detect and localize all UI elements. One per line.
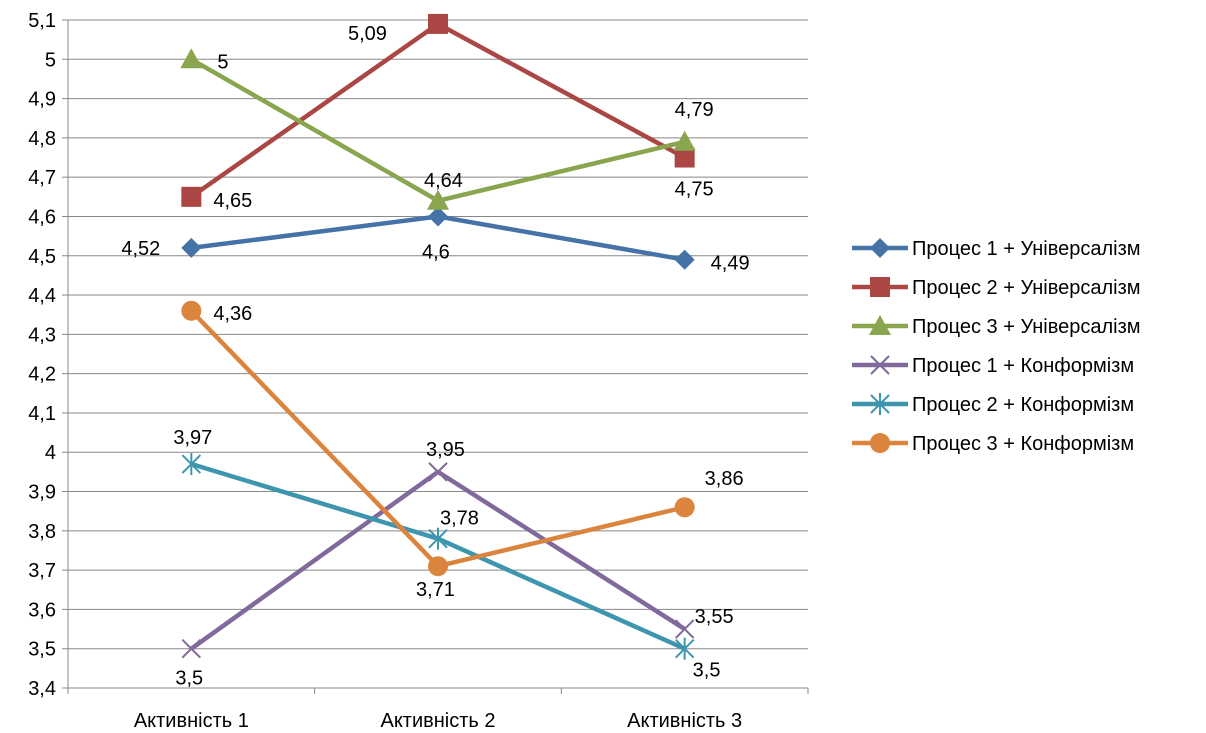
y-tick-label: 3,4 — [28, 678, 56, 700]
y-tick-label: 5 — [45, 49, 56, 71]
legend-marker — [870, 393, 890, 415]
y-tick-label: 3,6 — [28, 599, 56, 621]
data-label: 4,36 — [213, 303, 252, 325]
data-point-marker — [181, 300, 202, 321]
data-label: 3,5 — [175, 668, 203, 690]
legend-marker — [870, 433, 890, 453]
data-point-marker — [181, 638, 202, 659]
data-point-marker — [428, 556, 448, 577]
legend-label: Процес 3 + Універсалізм — [912, 316, 1141, 338]
y-tick-label: 4,9 — [28, 89, 56, 111]
legend-label: Процес 1 + Конформізм — [912, 355, 1134, 377]
y-tick-label: 3,7 — [28, 560, 56, 582]
legend-label: Процес 3 + Конформізм — [912, 433, 1134, 455]
data-label: 3,86 — [705, 468, 744, 490]
data-point-marker — [428, 206, 448, 227]
data-point-marker — [427, 189, 449, 210]
legend-marker — [870, 355, 890, 375]
data-point-marker — [674, 637, 695, 660]
data-point-marker — [181, 237, 202, 258]
legend: Процес 1 + Універсалізм Процес 2 + Універ… — [852, 238, 1141, 455]
data-labels: 4,52 4,6 4,49 4,65 5,09 4,75 5 4,64 4,79 3,5 3,95 3… — [121, 23, 749, 690]
data-label: 4,65 — [213, 190, 252, 212]
x-tick-label: Активність 2 — [380, 710, 495, 732]
data-point-marker — [428, 527, 448, 550]
data-label: 4,6 — [422, 241, 450, 263]
data-point-marker — [674, 497, 695, 518]
marker-stroke — [674, 619, 695, 639]
y-tick-label: 4,6 — [28, 206, 56, 228]
data-label: 3,55 — [695, 606, 734, 628]
data-point-marker — [674, 249, 695, 270]
legend-label: Процес 1 + Універсалізм — [912, 238, 1141, 260]
y-tick-label: 3,5 — [28, 639, 56, 661]
data-point-marker — [674, 619, 695, 639]
data-label: 3,71 — [416, 579, 455, 601]
x-tick-label: Активність 1 — [134, 710, 249, 732]
y-tick-label: 4,2 — [28, 364, 56, 386]
y-tick-label: 5,1 — [28, 10, 56, 32]
axes: 3,4 3,5 3,6 3,7 3,8 3,9 4 4,1 4,2 4,3 4,4 4,5 4,6 4,7… — [28, 10, 809, 732]
data-point-marker — [181, 186, 202, 207]
data-label: 4,79 — [675, 99, 714, 121]
marker-stroke — [181, 638, 202, 659]
y-tick-label: 3,9 — [28, 482, 56, 504]
series-lines — [180, 13, 696, 660]
data-label: 4,52 — [121, 238, 160, 260]
data-label: 3,78 — [440, 508, 479, 530]
y-tick-label: 4,4 — [28, 285, 56, 307]
y-tick-label: 4,5 — [28, 246, 56, 268]
data-label: 3,97 — [173, 427, 212, 449]
x-tick-label: Активність 3 — [627, 710, 742, 732]
data-label: 3,5 — [693, 660, 721, 682]
y-tick-label: 3,8 — [28, 521, 56, 543]
data-label: 5,09 — [348, 23, 387, 45]
legend-marker — [869, 315, 891, 335]
legend-label: Процес 2 + Конформізм — [912, 394, 1134, 416]
data-label: 4,64 — [424, 170, 463, 192]
marker-stroke — [428, 462, 448, 482]
y-tick-label: 4,8 — [28, 128, 56, 150]
marker-stroke — [870, 355, 890, 375]
legend-marker — [870, 277, 890, 297]
data-point-marker — [673, 130, 696, 151]
y-tick-label: 4 — [45, 442, 56, 464]
y-tick-label: 4,7 — [28, 167, 56, 189]
data-label: 5 — [217, 51, 228, 73]
y-tick-label: 4,3 — [28, 324, 56, 346]
y-tick-label: 4,1 — [28, 403, 56, 425]
data-point-marker — [674, 147, 695, 168]
data-label: 4,49 — [711, 253, 750, 275]
data-point-marker — [428, 13, 448, 34]
data-point-marker — [181, 453, 202, 476]
data-label: 4,75 — [675, 179, 714, 201]
legend-marker — [870, 238, 890, 258]
data-label: 3,95 — [426, 439, 465, 461]
legend-label: Процес 2 + Універсалізм — [912, 277, 1141, 299]
data-point-marker — [428, 462, 448, 482]
data-point-marker — [180, 48, 203, 69]
